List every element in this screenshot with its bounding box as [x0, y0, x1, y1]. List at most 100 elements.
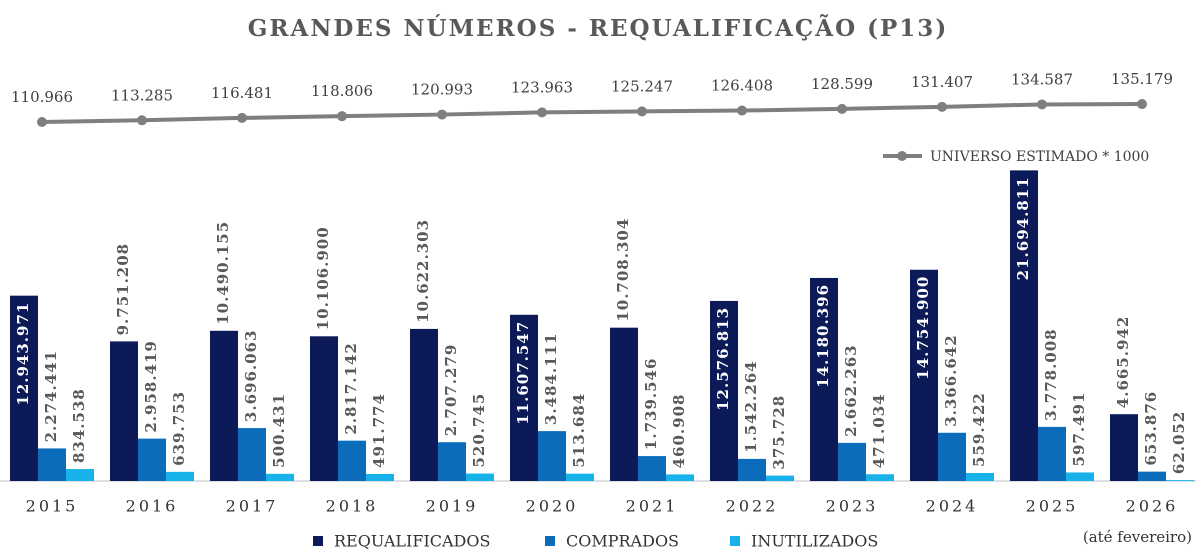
bar: [466, 473, 494, 481]
data-label: 460.908: [670, 394, 688, 469]
data-label: 21.694.811: [1014, 176, 1032, 280]
x-tick-label: 2026: [1126, 497, 1179, 516]
data-label: 10.708.304: [614, 218, 632, 322]
data-label: 4.665.942: [1114, 316, 1132, 409]
data-label: 10.490.155: [214, 221, 232, 325]
bar: [766, 475, 794, 481]
data-label: 3.778.008: [1042, 328, 1060, 421]
bar: [1066, 472, 1094, 481]
bar: [1010, 170, 1038, 481]
line-point: [37, 117, 47, 128]
bar: [410, 328, 438, 481]
bar: [866, 474, 894, 481]
bar: [666, 474, 694, 481]
bar: [838, 442, 866, 481]
x-tick-label: 2023: [826, 497, 879, 516]
data-label: 500.431: [270, 393, 288, 468]
bar: [66, 469, 94, 481]
x-tick-label: 2025: [1026, 497, 1079, 516]
data-label: 520.745: [470, 393, 488, 468]
legend-marker: [897, 151, 907, 161]
data-label: 834.538: [70, 388, 88, 463]
bar: [1166, 480, 1194, 481]
x-tick-label: 2016: [126, 497, 179, 516]
data-label: 491.774: [370, 393, 388, 468]
bar: [538, 431, 566, 481]
bar: [638, 456, 666, 481]
bar: [1138, 471, 1166, 481]
x-tick-label: 2019: [426, 497, 479, 516]
bar: [166, 471, 194, 481]
data-label: 1.739.546: [642, 358, 660, 451]
data-label: 123.963: [511, 78, 573, 96]
bar: [510, 314, 538, 481]
data-label: 597.491: [1070, 392, 1088, 467]
line-point: [237, 112, 247, 123]
x-tick-label: 2022: [726, 497, 779, 516]
data-label: 2.707.279: [442, 344, 460, 437]
x-tick-label: 2015: [26, 497, 79, 516]
bar: [266, 473, 294, 481]
line-point: [937, 101, 947, 112]
bar: [610, 327, 638, 481]
bar: [10, 295, 38, 481]
bar: [366, 473, 394, 481]
data-label: 3.366.642: [942, 334, 960, 427]
bar: [810, 277, 838, 481]
bar: [910, 269, 938, 481]
line-point: [437, 109, 447, 120]
data-label: 375.728: [770, 395, 788, 470]
legend-swatch: [545, 536, 555, 546]
data-label: 2.274.441: [42, 350, 60, 443]
data-label: 135.179: [1111, 70, 1173, 88]
x-tick-label: 2021: [626, 497, 679, 516]
line: [41, 102, 1143, 125]
x-tick-label: 2018: [326, 497, 379, 516]
legend-label: INUTILIZADOS: [751, 532, 878, 551]
data-label: 128.599: [811, 75, 873, 93]
data-label: 62.052: [1170, 411, 1188, 474]
data-label: 639.753: [170, 391, 188, 466]
data-label: 14.754.900: [914, 276, 932, 380]
data-label: 118.806: [311, 82, 373, 100]
data-label: 14.180.396: [814, 284, 832, 388]
data-label: 471.034: [870, 393, 888, 468]
line-point: [1037, 99, 1047, 110]
bar: [566, 473, 594, 481]
line-point: [737, 105, 747, 116]
legend-swatch: [730, 536, 740, 546]
data-label: 131.407: [911, 73, 973, 91]
bar: [210, 330, 238, 481]
annotation: (até fevereiro): [1083, 528, 1192, 546]
chart-title: GRANDES NÚMEROS - REQUALIFICAÇÃO (P13): [248, 15, 948, 42]
data-label: 134.587: [1011, 70, 1073, 88]
bar: [1110, 414, 1138, 481]
data-label: 12.576.813: [714, 307, 732, 411]
data-label: 559.422: [970, 392, 988, 467]
data-label: 120.993: [411, 81, 473, 99]
x-tick-label: 2020: [526, 497, 579, 516]
legend-label: COMPRADOS: [566, 532, 679, 551]
data-label: 12.943.971: [14, 302, 32, 406]
line-point: [1137, 99, 1147, 110]
bar: [110, 341, 138, 481]
data-label: 653.876: [1142, 391, 1160, 466]
data-label: 11.607.547: [514, 321, 532, 425]
data-label: 2.817.142: [342, 342, 360, 435]
bar: [938, 432, 966, 481]
data-label: 10.622.303: [414, 219, 432, 323]
data-label: 9.751.208: [114, 243, 132, 336]
line-point: [137, 115, 147, 126]
legend-label: UNIVERSO ESTIMADO * 1000: [930, 149, 1149, 165]
data-label: 10.106.900: [314, 226, 332, 330]
bar: [238, 428, 266, 481]
line-point: [337, 111, 347, 122]
data-label: 113.285: [111, 86, 173, 104]
bar: [38, 448, 66, 481]
x-tick-label: 2017: [226, 497, 279, 516]
line-point: [837, 103, 847, 114]
data-label: 116.481: [211, 84, 273, 102]
bar: [1038, 426, 1066, 481]
